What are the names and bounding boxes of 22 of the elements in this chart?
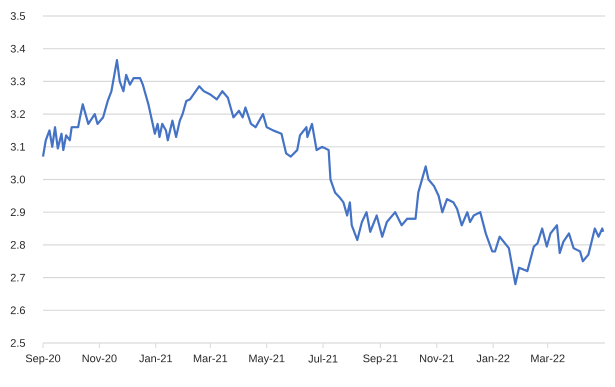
x-tick-label: Jul-21	[308, 354, 338, 363]
y-tick-label: 2.6	[10, 306, 25, 314]
y-tick-label: 3.5	[10, 12, 26, 20]
y-tick-label: 2.7	[10, 274, 25, 282]
x-tick-label: Mar-21	[194, 354, 228, 362]
y-tick-label: 3.3	[10, 78, 25, 86]
x-tick-label: Sep-20	[26, 354, 60, 364]
x-tick-label: Jan-21	[139, 354, 172, 362]
y-tick-label: 3.2	[10, 110, 25, 118]
y-tick-label: 2.5	[10, 339, 26, 347]
x-tick-label: Mar-22	[531, 354, 565, 362]
x-tick-label: Jan-22	[476, 354, 510, 362]
x-tick-label: Sep-21	[363, 354, 398, 364]
line-series	[42, 59, 604, 286]
y-tick-label: 2.9	[10, 208, 25, 216]
y-tick-label: 3.0	[10, 176, 26, 184]
y-tick-label: 2.8	[10, 241, 25, 249]
x-tick-label: Nov-20	[82, 354, 117, 362]
x-tick-label: Nov-21	[420, 354, 454, 362]
y-tick-label: 3.4	[10, 44, 26, 53]
x-tick-label: May-21	[249, 354, 284, 364]
y-tick-label: 3.1	[10, 142, 25, 151]
